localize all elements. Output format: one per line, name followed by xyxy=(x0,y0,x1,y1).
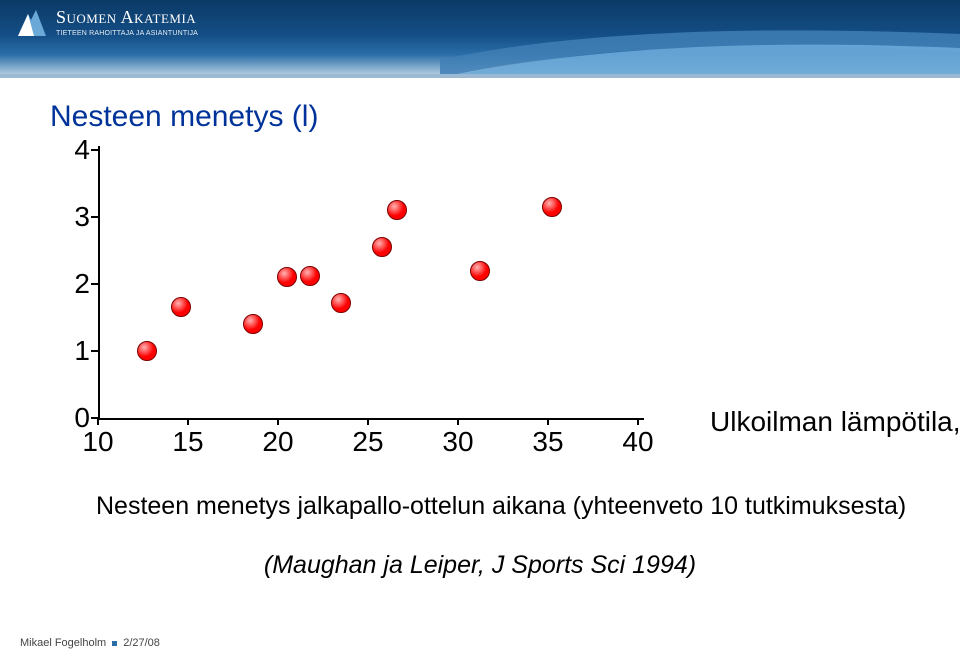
y-tick-label: 3 xyxy=(60,201,90,233)
data-point xyxy=(300,266,320,286)
x-tick xyxy=(547,418,549,425)
y-tick xyxy=(91,283,98,285)
banner-decoration xyxy=(440,0,960,78)
x-tick-label: 15 xyxy=(172,426,203,458)
x-tick-label: 10 xyxy=(82,426,113,458)
data-point xyxy=(372,237,392,257)
chart-title: Nesteen menetys (l) xyxy=(50,100,914,134)
y-tick-label: 4 xyxy=(60,134,90,166)
x-tick-label: 25 xyxy=(352,426,383,458)
x-tick-label: 30 xyxy=(442,426,473,458)
x-tick xyxy=(277,418,279,425)
x-tick-label: 40 xyxy=(622,426,653,458)
chart-source: (Maughan ja Leiper, J Sports Sci 1994) xyxy=(46,551,914,580)
scatter-chart: Ulkoilman lämpötila, oC 0123410152025303… xyxy=(50,138,690,468)
top-banner: Suomen Akatemia TIETEEN RAHOITTAJA JA AS… xyxy=(0,0,960,78)
data-point xyxy=(331,293,351,313)
x-axis xyxy=(98,418,644,420)
data-point xyxy=(470,261,490,281)
x-tick-label: 35 xyxy=(532,426,563,458)
x-tick-label: 20 xyxy=(262,426,293,458)
logo-icon xyxy=(14,8,48,38)
x-tick xyxy=(97,418,99,425)
data-point xyxy=(137,341,157,361)
data-point xyxy=(277,267,297,287)
data-point xyxy=(387,200,407,220)
footer-separator-icon xyxy=(112,641,117,646)
y-tick xyxy=(91,149,98,151)
x-axis-label: Ulkoilman lämpötila, oC xyxy=(710,406,960,438)
y-tick-label: 2 xyxy=(60,268,90,300)
org-logo: Suomen Akatemia TIETEEN RAHOITTAJA JA AS… xyxy=(14,8,198,38)
data-point xyxy=(542,197,562,217)
org-name: Suomen Akatemia xyxy=(56,8,198,26)
y-tick-label: 1 xyxy=(60,335,90,367)
y-tick xyxy=(91,216,98,218)
data-point xyxy=(171,297,191,317)
slide-footer: Mikael Fogelholm 2/27/08 xyxy=(20,637,160,649)
chart-caption: Nesteen menetys jalkapallo-ottelun aikan… xyxy=(96,492,914,521)
slide-content: Nesteen menetys (l) Ulkoilman lämpötila,… xyxy=(0,78,960,580)
y-tick xyxy=(91,350,98,352)
org-tagline: TIETEEN RAHOITTAJA JA ASIANTUNTIJA xyxy=(56,30,198,37)
x-tick xyxy=(457,418,459,425)
footer-author: Mikael Fogelholm xyxy=(20,637,106,649)
footer-date: 2/27/08 xyxy=(123,637,160,649)
x-tick xyxy=(637,418,639,425)
x-tick xyxy=(367,418,369,425)
x-tick xyxy=(187,418,189,425)
data-point xyxy=(243,314,263,334)
y-axis xyxy=(98,146,100,418)
